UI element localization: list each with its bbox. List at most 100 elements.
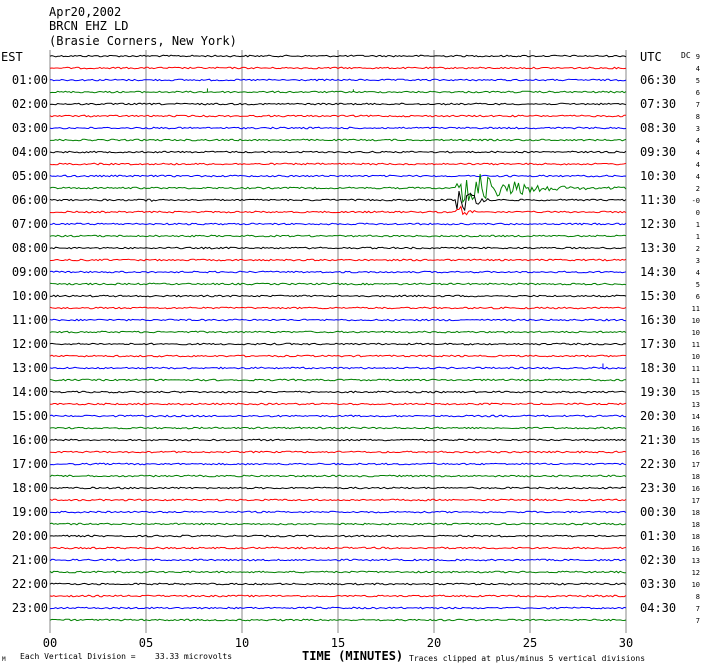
dc-offset-label: 10 bbox=[692, 329, 700, 337]
trace-group bbox=[49, 54, 627, 622]
trace-line bbox=[49, 270, 627, 274]
header-location: (Brasie Corners, New York) bbox=[49, 34, 237, 48]
trace-line bbox=[49, 402, 627, 406]
dc-offset-label: 4 bbox=[696, 65, 700, 73]
trace-line bbox=[49, 438, 627, 442]
trace-line bbox=[49, 414, 627, 418]
trace-line bbox=[50, 258, 627, 262]
trace-line bbox=[49, 498, 627, 502]
est-hour-label: 12:00 bbox=[12, 337, 48, 351]
utc-hour-label: 11:30 bbox=[640, 193, 676, 207]
trace-line bbox=[50, 510, 627, 514]
trace-line bbox=[49, 150, 627, 154]
dc-offset-label: 18 bbox=[692, 473, 700, 481]
trace-line bbox=[49, 190, 627, 212]
dc-offset-label: 17 bbox=[692, 497, 700, 505]
dc-offset-label: 18 bbox=[692, 533, 700, 541]
trace-line bbox=[50, 138, 627, 142]
est-axis-title: EST bbox=[1, 50, 23, 64]
dc-offset-label: 5 bbox=[696, 77, 700, 85]
dc-offset-label: 10 bbox=[692, 581, 700, 589]
utc-hour-label: 07:30 bbox=[640, 97, 676, 111]
utc-hour-label: 06:30 bbox=[640, 73, 676, 87]
dc-offset-label: 11 bbox=[692, 377, 700, 385]
utc-hour-label: 22:30 bbox=[640, 457, 676, 471]
dc-offset-label: 18 bbox=[692, 509, 700, 517]
est-hour-label: 06:00 bbox=[12, 193, 48, 207]
trace-line bbox=[49, 474, 627, 478]
utc-hour-label: 19:30 bbox=[640, 385, 676, 399]
est-hour-label: 15:00 bbox=[12, 409, 48, 423]
dc-offset-label: 4 bbox=[696, 149, 700, 157]
dc-offset-label: 2 bbox=[696, 245, 700, 253]
trace-line bbox=[49, 534, 627, 538]
utc-hour-label: 01:30 bbox=[640, 529, 676, 543]
x-tick-label: 15 bbox=[331, 636, 345, 650]
dc-offset-label: 9 bbox=[696, 53, 700, 61]
dc-offset-label: 15 bbox=[692, 437, 700, 445]
utc-hour-label: 08:30 bbox=[640, 121, 676, 135]
est-hour-label: 18:00 bbox=[12, 481, 48, 495]
trace-line bbox=[49, 222, 627, 226]
dc-offset-label: 4 bbox=[696, 173, 700, 181]
dc-offset-label: 8 bbox=[696, 113, 700, 121]
trace-line bbox=[49, 102, 627, 106]
x-axis-label: TIME (MINUTES) bbox=[302, 649, 403, 663]
trace-line bbox=[49, 618, 627, 622]
dc-offset-label: 11 bbox=[692, 341, 700, 349]
trace-line bbox=[49, 234, 627, 238]
utc-hour-label: 09:30 bbox=[640, 145, 676, 159]
utc-hour-label: 00:30 bbox=[640, 505, 676, 519]
est-hour-label: 21:00 bbox=[12, 553, 48, 567]
trace-line bbox=[49, 366, 627, 370]
est-hour-label: 08:00 bbox=[12, 241, 48, 255]
trace-line bbox=[49, 306, 627, 310]
dc-offset-label: 3 bbox=[696, 125, 700, 133]
dc-offset-label: 16 bbox=[692, 425, 700, 433]
trace-line bbox=[49, 462, 627, 466]
trace-line bbox=[49, 318, 627, 322]
dc-offset-label: 13 bbox=[692, 557, 700, 565]
scale-text: Each Vertical Division = bbox=[20, 652, 136, 661]
dc-offset-label: 15 bbox=[692, 389, 700, 397]
header-station: BRCN EHZ LD bbox=[49, 19, 128, 33]
utc-hour-label: 17:30 bbox=[640, 337, 676, 351]
utc-hour-label: 12:30 bbox=[640, 217, 676, 231]
trace-line bbox=[49, 246, 627, 250]
trace-line bbox=[49, 205, 627, 216]
trace-line bbox=[49, 426, 627, 430]
utc-hour-label: 03:30 bbox=[640, 577, 676, 591]
dc-offset-label: 16 bbox=[692, 449, 700, 457]
x-tick-label: 30 bbox=[619, 636, 633, 650]
est-hour-label: 09:00 bbox=[12, 265, 48, 279]
trace-line bbox=[49, 114, 627, 118]
trace-line bbox=[49, 330, 627, 334]
trace-line bbox=[49, 174, 627, 178]
utc-axis-title: UTC bbox=[640, 50, 662, 64]
dc-offset-label: 10 bbox=[692, 317, 700, 325]
est-hour-label: 19:00 bbox=[12, 505, 48, 519]
trace-line bbox=[49, 354, 627, 358]
dc-offset-label: 8 bbox=[696, 593, 700, 601]
x-tick-label: 05 bbox=[139, 636, 153, 650]
trace-line bbox=[49, 162, 627, 166]
est-hour-label: 17:00 bbox=[12, 457, 48, 471]
footer-mark: M bbox=[2, 656, 6, 663]
trace-line bbox=[49, 78, 627, 82]
dc-offset-label: 5 bbox=[696, 281, 700, 289]
trace-line bbox=[49, 126, 627, 130]
x-tick-label: 20 bbox=[427, 636, 441, 650]
dc-offset-label: 1 bbox=[696, 233, 700, 241]
est-hour-label: 13:00 bbox=[12, 361, 48, 375]
grid-lines bbox=[49, 50, 627, 633]
dc-offset-label: 10 bbox=[692, 353, 700, 361]
trace-line bbox=[49, 66, 627, 70]
utc-hour-label: 14:30 bbox=[640, 265, 676, 279]
trace-line bbox=[49, 486, 627, 490]
est-hour-label: 20:00 bbox=[12, 529, 48, 543]
dc-offset-label: 16 bbox=[692, 485, 700, 493]
trace-line bbox=[49, 522, 627, 526]
est-hour-label: 16:00 bbox=[12, 433, 48, 447]
label-group: 945678344442-001123456111010111011111513… bbox=[12, 53, 700, 650]
utc-hour-label: 04:30 bbox=[640, 601, 676, 615]
